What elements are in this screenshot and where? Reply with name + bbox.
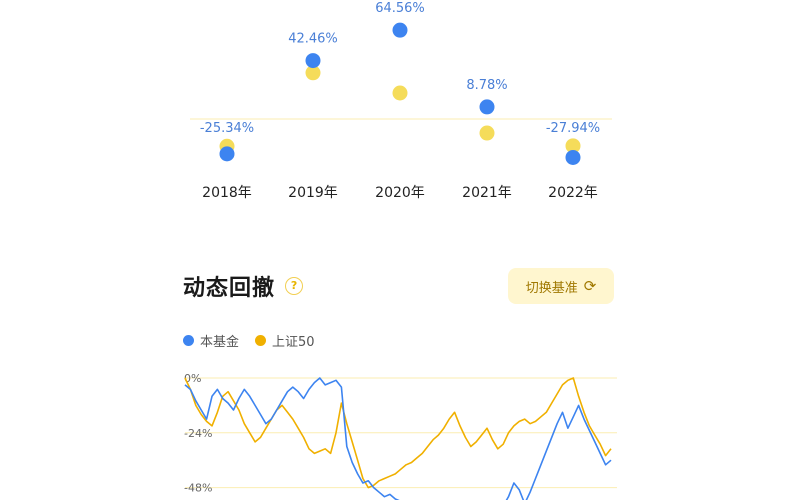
year-label: 2021年 bbox=[462, 185, 512, 201]
drawdown-legend: 本基金 上证50 bbox=[183, 331, 331, 350]
fund-return-label: -27.94% bbox=[546, 121, 600, 136]
year-label: 2018年 bbox=[202, 185, 252, 201]
yearly-returns-chart: -25.34% 2018年 42.46% 2019年 64.56% 2020年 8.78% 2… bbox=[190, 1, 612, 201]
year-label: 2019年 bbox=[288, 185, 338, 201]
fund-drawdown-line bbox=[184, 377, 612, 500]
refresh-icon: ⟳ bbox=[583, 277, 597, 295]
legend-label-fund: 本基金 bbox=[200, 335, 240, 350]
benchmark-return-dot bbox=[392, 85, 408, 101]
fund-return-label: 8.78% bbox=[466, 78, 507, 93]
fund-return-label: -25.34% bbox=[200, 121, 254, 136]
question-icon[interactable]: ? bbox=[285, 277, 304, 295]
legend-item-benchmark: 上证50 bbox=[255, 331, 315, 350]
year-label: 2020年 bbox=[375, 185, 425, 201]
fund-return-dot bbox=[479, 99, 495, 115]
benchmark-return-dot bbox=[479, 125, 495, 141]
y-tick-label: 0% bbox=[184, 372, 201, 385]
legend-item-fund: 本基金 bbox=[183, 331, 239, 350]
y-tick-label: -48% bbox=[184, 482, 212, 495]
legend-dot-fund bbox=[183, 335, 194, 346]
y-tick-label: -24% bbox=[184, 427, 212, 440]
legend-dot-benchmark bbox=[255, 335, 267, 346]
legend-label-benchmark: 上证50 bbox=[272, 335, 315, 350]
benchmark-return-dot bbox=[305, 65, 321, 81]
fund-return-dot bbox=[305, 53, 321, 69]
fund-return-dot bbox=[565, 149, 581, 165]
fund-return-label: 42.46% bbox=[288, 32, 338, 47]
benchmark-drawdown-line bbox=[184, 377, 612, 489]
fund-return-dot bbox=[219, 146, 235, 162]
benchmark-return-dot bbox=[565, 138, 581, 154]
fund-return-dot bbox=[392, 22, 408, 38]
switch-benchmark-label: 切换基准 bbox=[525, 280, 578, 296]
fund-return-label: 64.56% bbox=[375, 1, 425, 16]
drawdown-header: 动态回撤 ? bbox=[183, 270, 304, 302]
drawdown-title: 动态回撤 bbox=[183, 276, 276, 301]
switch-benchmark-button[interactable]: 切换基准 ⟳ bbox=[508, 268, 614, 304]
year-label: 2022年 bbox=[548, 185, 598, 201]
drawdown-chart: 0% -24% -48% bbox=[184, 372, 617, 500]
